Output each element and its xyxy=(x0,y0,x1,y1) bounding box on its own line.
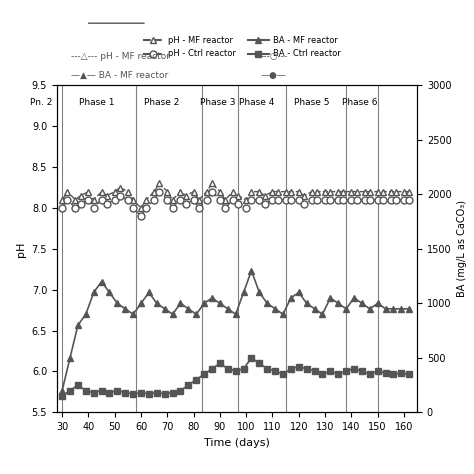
Text: Phase 1: Phase 1 xyxy=(79,98,114,107)
Text: —▲— BA - MF reactor: —▲— BA - MF reactor xyxy=(71,72,168,80)
Text: Phase 5: Phase 5 xyxy=(294,98,330,107)
Text: Phase 4: Phase 4 xyxy=(239,98,274,107)
Text: ---△--- pH - MF reactor: ---△--- pH - MF reactor xyxy=(71,53,170,61)
Text: Phase 2: Phase 2 xyxy=(145,98,180,107)
Text: —●—: —●— xyxy=(261,72,287,80)
Text: Pn. 2: Pn. 2 xyxy=(30,98,52,107)
Y-axis label: pH: pH xyxy=(16,241,26,256)
Text: ---○---: ---○--- xyxy=(261,53,288,61)
Text: Phase 6: Phase 6 xyxy=(342,98,377,107)
Legend: pH - MF reactor, pH - Ctrl reactor, BA - MF reactor, BA - Ctrl reactor: pH - MF reactor, pH - Ctrl reactor, BA -… xyxy=(139,33,344,62)
Y-axis label: BA (mg/L as CaCO₃): BA (mg/L as CaCO₃) xyxy=(457,201,467,297)
Text: Phase 3: Phase 3 xyxy=(200,98,235,107)
X-axis label: Time (days): Time (days) xyxy=(204,438,270,447)
